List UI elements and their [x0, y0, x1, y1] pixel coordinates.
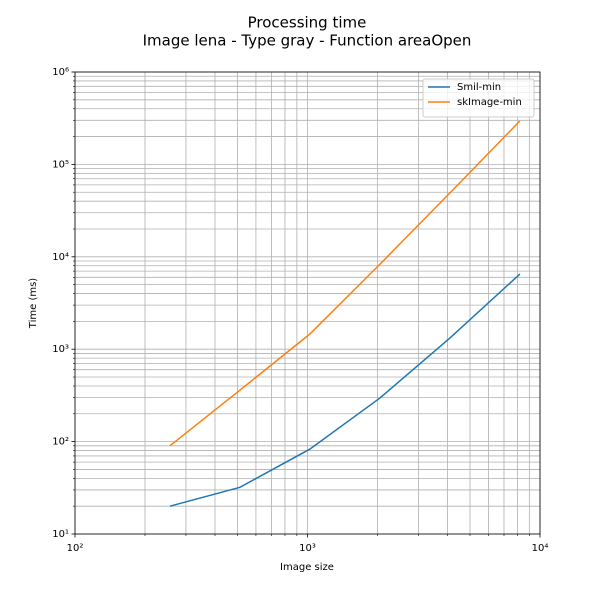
plot-frame — [74, 71, 541, 535]
y-tick-label: 10⁵ — [52, 159, 69, 170]
x-axis-label: Image size — [280, 562, 334, 573]
chart-title: Processing time — [248, 14, 367, 32]
chart-subtitle: Image lena - Type gray - Function areaOp… — [143, 32, 472, 50]
legend-label: Smil-min — [457, 82, 501, 93]
y-tick-label: 10¹ — [52, 529, 69, 540]
x-tick-label: 10⁴ — [532, 543, 549, 554]
x-tick-label: 10² — [67, 543, 84, 554]
x-tick-label: 10³ — [299, 543, 316, 554]
series-line — [169, 273, 521, 507]
legend-label: skImage-min — [457, 97, 522, 108]
y-tick-label: 10⁶ — [52, 67, 69, 78]
y-axis-label: Time (ms) — [28, 278, 39, 330]
y-tick-label: 10³ — [52, 344, 69, 355]
y-tick-label: 10² — [52, 437, 69, 448]
legend-box — [422, 78, 535, 118]
y-tick-label: 10⁴ — [52, 252, 69, 263]
series-line — [169, 120, 521, 447]
